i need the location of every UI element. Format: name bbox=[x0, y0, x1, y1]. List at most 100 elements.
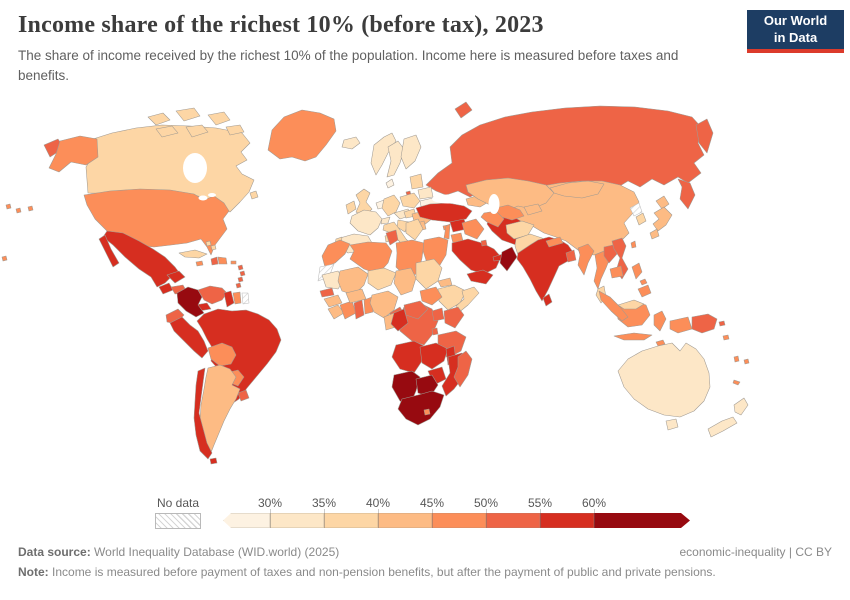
legend-bin->60%[interactable] bbox=[594, 513, 690, 528]
country-cuba[interactable] bbox=[178, 249, 208, 259]
country-peru[interactable] bbox=[169, 316, 209, 359]
country-canada-arctic-6[interactable] bbox=[225, 124, 245, 136]
country-switzerland[interactable] bbox=[380, 216, 391, 225]
country-lesotho[interactable] bbox=[423, 408, 431, 416]
country-turkey[interactable] bbox=[415, 202, 473, 223]
country-laos[interactable] bbox=[603, 244, 618, 264]
country-nigeria[interactable] bbox=[369, 290, 399, 319]
country-pacific-fiji[interactable] bbox=[743, 358, 750, 365]
country-chile[interactable] bbox=[193, 367, 213, 460]
country-mexico-yucatan[interactable] bbox=[166, 270, 186, 284]
country-tunisia[interactable] bbox=[385, 229, 399, 246]
country-oman[interactable] bbox=[499, 246, 518, 272]
country-new-zealand-south[interactable] bbox=[707, 416, 738, 438]
country-mongolia[interactable] bbox=[549, 180, 605, 199]
country-guyana[interactable] bbox=[223, 290, 235, 308]
country-north-korea[interactable] bbox=[629, 202, 643, 217]
license-text[interactable]: economic-inequality | CC BY bbox=[679, 545, 832, 559]
country-iraq[interactable] bbox=[461, 218, 485, 240]
country-russia-kamchatka[interactable] bbox=[695, 118, 714, 154]
legend-no-data[interactable]: No data bbox=[155, 496, 201, 529]
country-haiti[interactable] bbox=[210, 256, 219, 266]
country-japan-honshu[interactable] bbox=[652, 206, 673, 232]
country-canada-arctic-2[interactable] bbox=[175, 107, 201, 122]
legend-bin-30-35%[interactable] bbox=[270, 513, 324, 528]
country-pacific-new-caledonia[interactable] bbox=[732, 379, 741, 386]
country-chad[interactable] bbox=[393, 267, 417, 296]
legend-bin-40-45%[interactable] bbox=[378, 513, 432, 528]
country-trinidad-and-tobago[interactable] bbox=[235, 282, 242, 289]
country-bahamas[interactable] bbox=[205, 240, 217, 251]
country-kyrgyzstan-tajikistan[interactable] bbox=[523, 203, 543, 216]
country-usa-hawaii[interactable] bbox=[1, 255, 8, 262]
country-chile-tierra-del-fuego[interactable] bbox=[209, 457, 218, 465]
country-mexico-baja[interactable] bbox=[98, 234, 120, 268]
country-argentina[interactable] bbox=[199, 364, 241, 456]
country-burkina-faso[interactable] bbox=[345, 288, 367, 304]
country-lebanon-israel[interactable] bbox=[443, 223, 451, 240]
country-uganda[interactable] bbox=[431, 307, 445, 322]
country-bolivia[interactable] bbox=[207, 342, 237, 367]
country-france[interactable] bbox=[349, 209, 383, 236]
country-greenland[interactable] bbox=[267, 109, 337, 162]
country-greece[interactable] bbox=[405, 218, 424, 241]
country-pacific-solomon[interactable] bbox=[722, 334, 730, 341]
country-south-sudan[interactable] bbox=[419, 286, 443, 306]
country-kenya[interactable] bbox=[443, 306, 465, 329]
country-indonesia-sulawesi[interactable] bbox=[653, 310, 667, 332]
country-timor-leste[interactable] bbox=[655, 339, 666, 347]
country-zambia[interactable] bbox=[419, 342, 449, 370]
country-central-african-republic[interactable] bbox=[403, 300, 429, 320]
country-sudan[interactable] bbox=[415, 258, 443, 290]
country-finland[interactable] bbox=[400, 134, 422, 170]
country-somalia[interactable] bbox=[455, 286, 480, 315]
country-denmark[interactable] bbox=[385, 178, 395, 189]
country-russia-far-east[interactable] bbox=[677, 178, 696, 210]
country-french-guiana[interactable] bbox=[241, 292, 250, 305]
country-new-zealand-north[interactable] bbox=[733, 397, 749, 416]
country-niger[interactable] bbox=[367, 267, 397, 291]
country-malaysia-borneo[interactable] bbox=[617, 299, 645, 310]
country-uruguay[interactable] bbox=[237, 389, 250, 402]
country-pacific-vanuatu[interactable] bbox=[733, 355, 740, 363]
legend-no-data-swatch[interactable] bbox=[155, 513, 201, 529]
country-mali[interactable] bbox=[337, 266, 369, 296]
country-indonesia-java[interactable] bbox=[613, 332, 653, 341]
country-eritrea-djibouti[interactable] bbox=[437, 277, 453, 288]
country-united-states-alaska[interactable] bbox=[48, 135, 99, 173]
country-ghana[interactable] bbox=[353, 299, 365, 320]
country-rwanda-burundi[interactable] bbox=[431, 327, 439, 336]
country-dominican-republic[interactable] bbox=[217, 256, 228, 265]
country-vietnam[interactable] bbox=[611, 237, 629, 280]
country-iceland[interactable] bbox=[341, 136, 361, 150]
country-suriname[interactable] bbox=[232, 291, 242, 305]
country-venezuela[interactable] bbox=[197, 285, 228, 305]
country-south-africa[interactable] bbox=[397, 390, 445, 426]
legend-bin-45-50%[interactable] bbox=[432, 513, 486, 528]
country-myanmar[interactable] bbox=[577, 243, 595, 276]
country-congo[interactable] bbox=[390, 308, 409, 332]
country-puerto-rico[interactable] bbox=[230, 260, 237, 265]
country-philippines-visayas[interactable] bbox=[639, 278, 648, 286]
country-poland[interactable] bbox=[399, 192, 421, 209]
country-russia-novaya-zemlya[interactable] bbox=[454, 101, 473, 119]
country-saudi-arabia[interactable] bbox=[451, 238, 502, 275]
country-mexico[interactable] bbox=[102, 230, 182, 288]
owid-logo[interactable]: Our World in Data bbox=[747, 10, 844, 53]
country-canada-newfoundland[interactable] bbox=[249, 190, 259, 200]
country-png-new-britain[interactable] bbox=[718, 320, 726, 327]
country-philippines-mindanao[interactable] bbox=[637, 284, 652, 298]
country-japan-hokkaido[interactable] bbox=[655, 195, 670, 210]
country-lesser-antilles[interactable] bbox=[237, 264, 246, 283]
country-usa-aleutians[interactable] bbox=[5, 203, 34, 214]
country-canada-arctic-4[interactable] bbox=[155, 125, 179, 138]
country-madagascar[interactable] bbox=[453, 350, 473, 388]
country-ireland[interactable] bbox=[345, 200, 357, 215]
country-bangladesh[interactable] bbox=[565, 249, 577, 263]
country-india[interactable] bbox=[516, 236, 574, 302]
country-papua-new-guinea[interactable] bbox=[691, 313, 718, 334]
country-australia-tasmania[interactable] bbox=[665, 418, 679, 431]
country-canada-arctic-3[interactable] bbox=[207, 111, 231, 126]
country-canada-arctic-1[interactable] bbox=[147, 112, 171, 126]
country-nepal[interactable] bbox=[545, 236, 564, 248]
